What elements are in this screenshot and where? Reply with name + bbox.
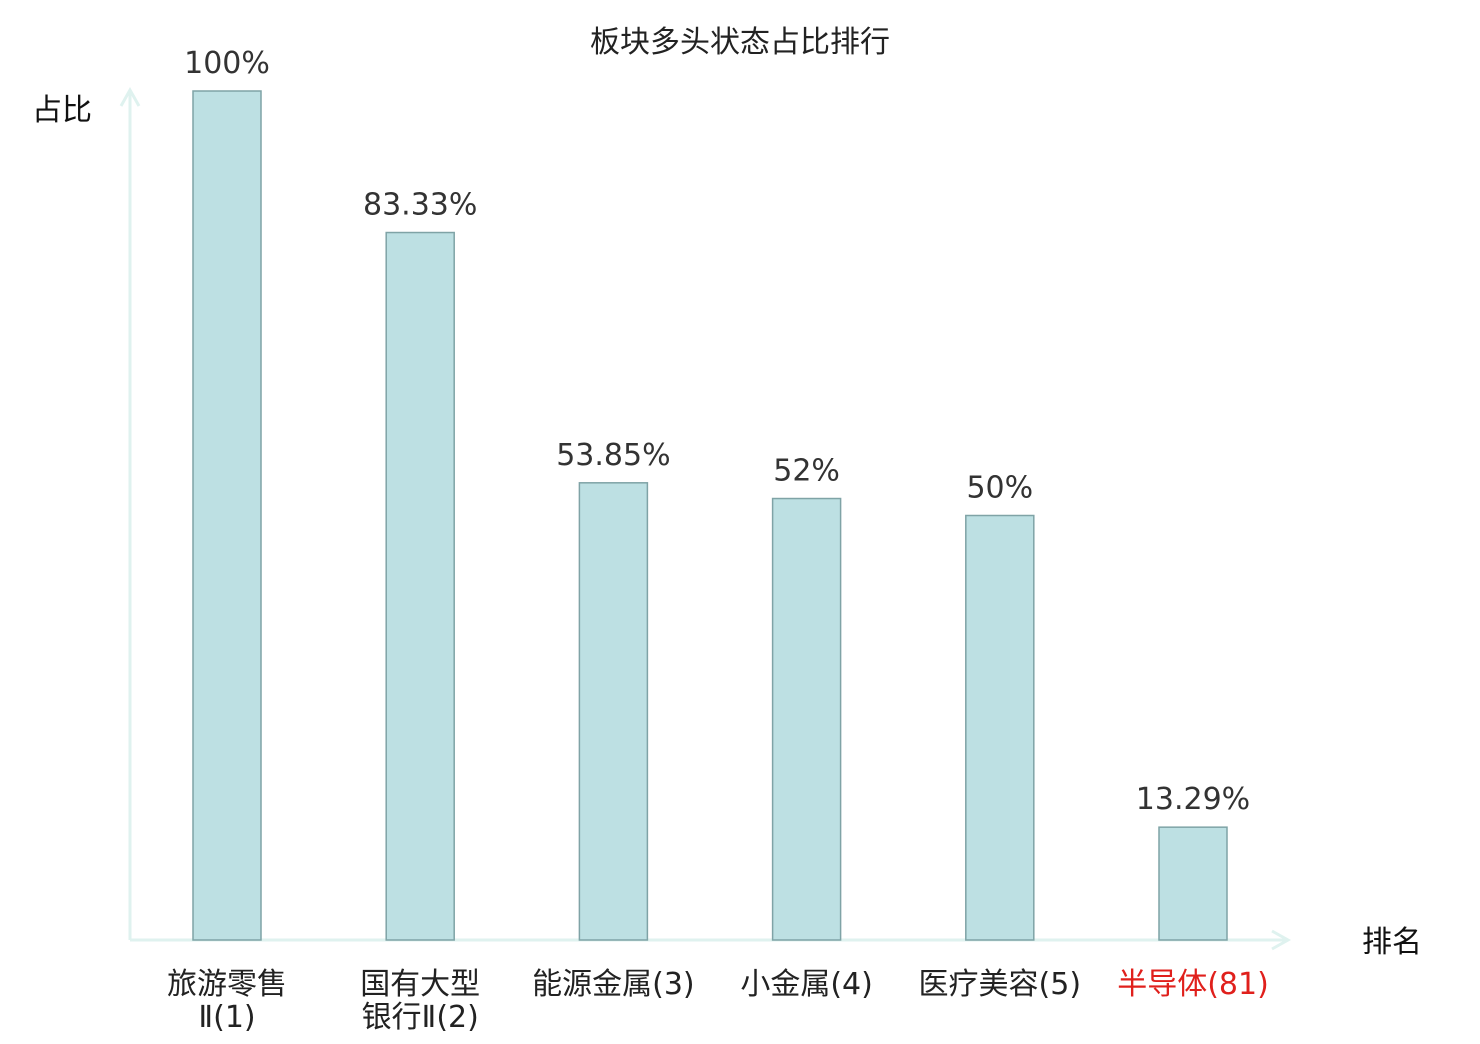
bar [192,90,262,941]
x-tick-label-line: Ⅱ(1) [198,1000,255,1035]
category-labels: 旅游零售 Ⅱ(1) 国有大型银行Ⅱ(2) 能源金属(3) 小金属(4) 医疗美容(5) 半导… [167,967,1269,1035]
x-tick-label-line: 小金属(4) [740,967,873,1002]
x-tick-label: 旅游零售 Ⅱ(1) [167,967,287,1035]
chart-title: 板块多头状态占比排行 [590,25,890,60]
x-tick-label-line: 医疗美容(5) [919,967,1082,1002]
data-label: 50% [966,471,1033,506]
value-labels: 100% 83.33% 53.85% 52% 50% 13.29% [184,46,1250,817]
x-tick-label: 能源金属(3) [532,967,695,1002]
data-label: 83.33% [363,188,477,223]
x-tick-label: 半导体(81) [1117,967,1269,1002]
x-tick-label: 小金属(4) [740,967,873,1002]
x-axis-label: 排名 [1362,925,1422,960]
x-tick-label: 医疗美容(5) [919,967,1082,1002]
data-label: 52% [773,454,840,489]
x-axis-arrow-icon [1271,929,1292,951]
x-tick-label-line: 能源金属(3) [532,967,695,1002]
bar [578,482,649,941]
bar [965,514,1035,941]
bar [385,231,455,941]
x-tick-label-line: 半导体(81) [1117,967,1269,1002]
bar [771,497,842,941]
bar [1158,826,1228,941]
data-label: 100% [184,46,270,81]
x-tick-label-line: 旅游零售 [167,967,287,1002]
y-axis-label: 占比 [32,93,92,128]
x-tick-label: 国有大型银行Ⅱ(2) [360,967,480,1035]
data-label: 53.85% [556,438,670,473]
data-label: 13.29% [1136,782,1250,817]
axes [119,86,1292,951]
x-tick-label-line: 银行Ⅱ(2) [362,1000,479,1035]
y-axis-arrow-icon [119,86,141,107]
x-tick-label-line: 国有大型 [360,967,480,1002]
bars [192,90,1228,941]
